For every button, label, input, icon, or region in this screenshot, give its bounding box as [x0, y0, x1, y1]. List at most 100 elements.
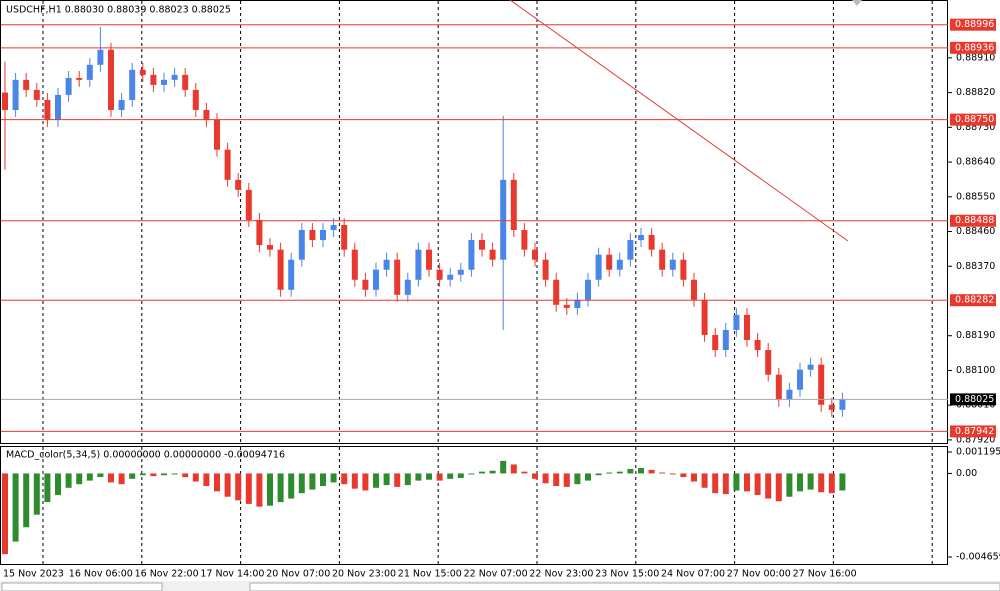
candle-body: [532, 249, 538, 260]
candle-body: [839, 399, 846, 410]
candle-body: [12, 79, 19, 110]
macd-bar: [108, 473, 114, 483]
macd-bar: [139, 473, 146, 476]
macd-label: MACD_color(5,34,5) 0.00000000 0.00000000…: [6, 450, 285, 461]
level-label: 0.88936: [955, 42, 994, 53]
candle-body: [574, 299, 581, 308]
candle-body: [23, 79, 30, 90]
macd-bar: [267, 473, 273, 506]
macd-bar: [595, 473, 602, 476]
macd-bar: [341, 473, 348, 485]
macd-bar: [680, 473, 687, 478]
macd-bar: [786, 473, 793, 497]
candle-body: [638, 235, 644, 241]
candle-body: [415, 249, 422, 280]
level-tag: [950, 41, 996, 54]
scroll-marker: [852, 0, 862, 6]
candle-body: [765, 350, 772, 375]
macd-bar: [373, 473, 379, 488]
y-tick-label: 0.87920: [956, 434, 995, 445]
macd-bar: [298, 473, 305, 494]
macd-bar: [309, 473, 316, 490]
candle-body: [712, 334, 719, 351]
macd-bar: [362, 473, 369, 491]
candle-body: [616, 259, 623, 270]
candle-body: [171, 74, 178, 80]
candle-body: [65, 77, 72, 95]
macd-bar: [65, 473, 72, 488]
candle-body: [521, 229, 528, 250]
macd-bar: [129, 473, 136, 479]
macd-bar: [606, 472, 613, 474]
tab[interactable]: [1, 582, 163, 591]
candle-body: [383, 259, 390, 270]
candle-body: [182, 74, 189, 90]
level-label: 0.88282: [955, 295, 994, 306]
candle-body: [76, 77, 83, 80]
y-tick-label: 0.88910: [956, 52, 995, 63]
macd-bar: [574, 473, 581, 485]
candle-body: [595, 254, 602, 280]
candle-body: [807, 364, 814, 370]
candle-body: [224, 149, 231, 180]
candle-body: [606, 254, 613, 270]
candle-body: [500, 179, 507, 260]
y-tick-label: 0.88730: [956, 122, 995, 133]
candle-body: [701, 299, 708, 335]
macd-bar: [288, 473, 295, 499]
candle-body: [659, 249, 666, 270]
x-tick-label: 17 Nov 14:00: [200, 569, 264, 580]
x-tick-label: 27 Nov 00:00: [727, 569, 791, 580]
x-tick-label: 21 Nov 15:00: [398, 569, 462, 580]
level-label: 0.88488: [955, 215, 994, 226]
candle-body: [97, 49, 104, 65]
y2-tick-label: -0.004659: [956, 552, 1000, 563]
candle-body: [288, 259, 295, 290]
macd-bar: [691, 473, 697, 482]
macd-bar: [150, 473, 157, 477]
candle-body: [563, 304, 570, 308]
candle-body: [267, 245, 273, 250]
macd-bar: [616, 471, 623, 474]
candle-body: [2, 92, 8, 110]
level-tag: [950, 214, 996, 227]
macd-bar: [457, 473, 464, 478]
macd-bar: [12, 473, 19, 542]
level-tag: [950, 425, 996, 438]
candle-body: [161, 79, 167, 85]
x-tick-label: 22 Nov 07:00: [464, 569, 528, 580]
macd-bar: [669, 473, 676, 475]
macd-bar: [203, 473, 210, 486]
candle-body: [489, 249, 496, 260]
macd-bar: [171, 473, 178, 475]
macd-bar: [436, 473, 443, 481]
x-tick-label: 23 Nov 15:00: [595, 569, 659, 580]
candle-body: [457, 269, 464, 275]
x-tick-label: 22 Nov 23:00: [529, 569, 593, 580]
candle-body: [775, 374, 782, 400]
macd-bar: [404, 473, 411, 486]
candle-body: [44, 99, 51, 121]
x-tick-label: 20 Nov 07:00: [266, 569, 330, 580]
macd-bar: [55, 473, 61, 495]
macd-bar: [351, 473, 358, 489]
candle-body: [373, 269, 379, 290]
macd-bar: [648, 469, 655, 474]
candle-body: [245, 189, 252, 220]
scrollbar[interactable]: [249, 582, 1000, 591]
macd-bar: [733, 473, 740, 491]
macd-bar: [383, 473, 390, 486]
candle-body: [214, 120, 220, 150]
macd-bar: [585, 473, 591, 481]
macd-bar: [797, 473, 803, 492]
candle-body: [33, 89, 40, 100]
macd-bar: [828, 473, 835, 494]
macd-bar: [277, 473, 284, 503]
level-label: 0.88996: [955, 19, 994, 30]
macd-bar: [76, 473, 83, 485]
candle-body: [362, 279, 369, 290]
y-tick-label: 0.88820: [956, 87, 995, 98]
macd-bar: [320, 473, 326, 486]
level-tag: [950, 113, 996, 126]
